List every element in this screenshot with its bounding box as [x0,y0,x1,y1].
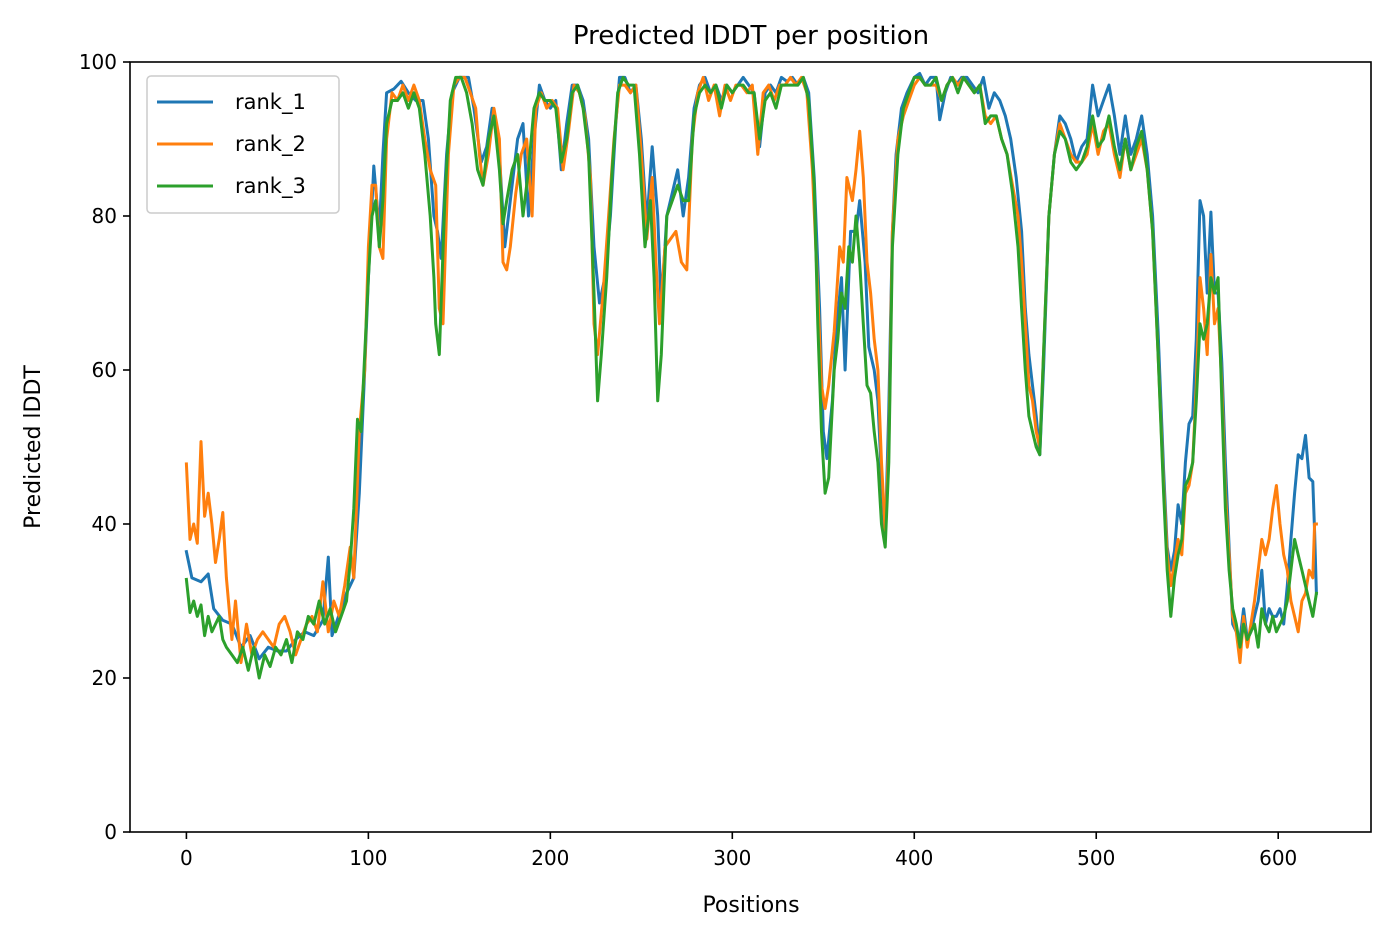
x-tick-label: 200 [531,846,569,870]
legend-label: rank_2 [235,132,306,157]
legend: rank_1 rank_2 rank_3 [146,75,340,214]
y-axis-ticks: 0 20 40 60 80 100 [79,50,130,844]
y-tick-label: 60 [92,358,117,382]
x-tick-label: 500 [1077,846,1115,870]
series-layer [184,72,1319,680]
y-tick-label: 40 [92,512,117,536]
legend-label: rank_1 [235,90,306,115]
x-tick-label: 400 [895,846,933,870]
legend-box [146,75,340,214]
x-axis-ticks: 0 100 200 300 400 500 600 [180,832,1297,870]
series-line-rank-3 [184,75,1319,680]
y-tick-label: 20 [92,666,117,690]
x-tick-label: 300 [713,846,751,870]
x-axis-label: Positions [702,893,799,918]
plot-area-frame [129,61,1372,833]
legend-label: rank_3 [235,174,306,199]
y-tick-label: 0 [104,820,117,844]
x-tick-label: 600 [1259,846,1297,870]
x-tick-label: 0 [180,846,193,870]
y-tick-label: 100 [79,50,117,74]
chart-title: Predicted lDDT per position [573,21,929,51]
y-axis-label: Predicted lDDT [21,365,46,529]
y-tick-label: 80 [92,204,117,228]
x-tick-label: 100 [349,846,387,870]
